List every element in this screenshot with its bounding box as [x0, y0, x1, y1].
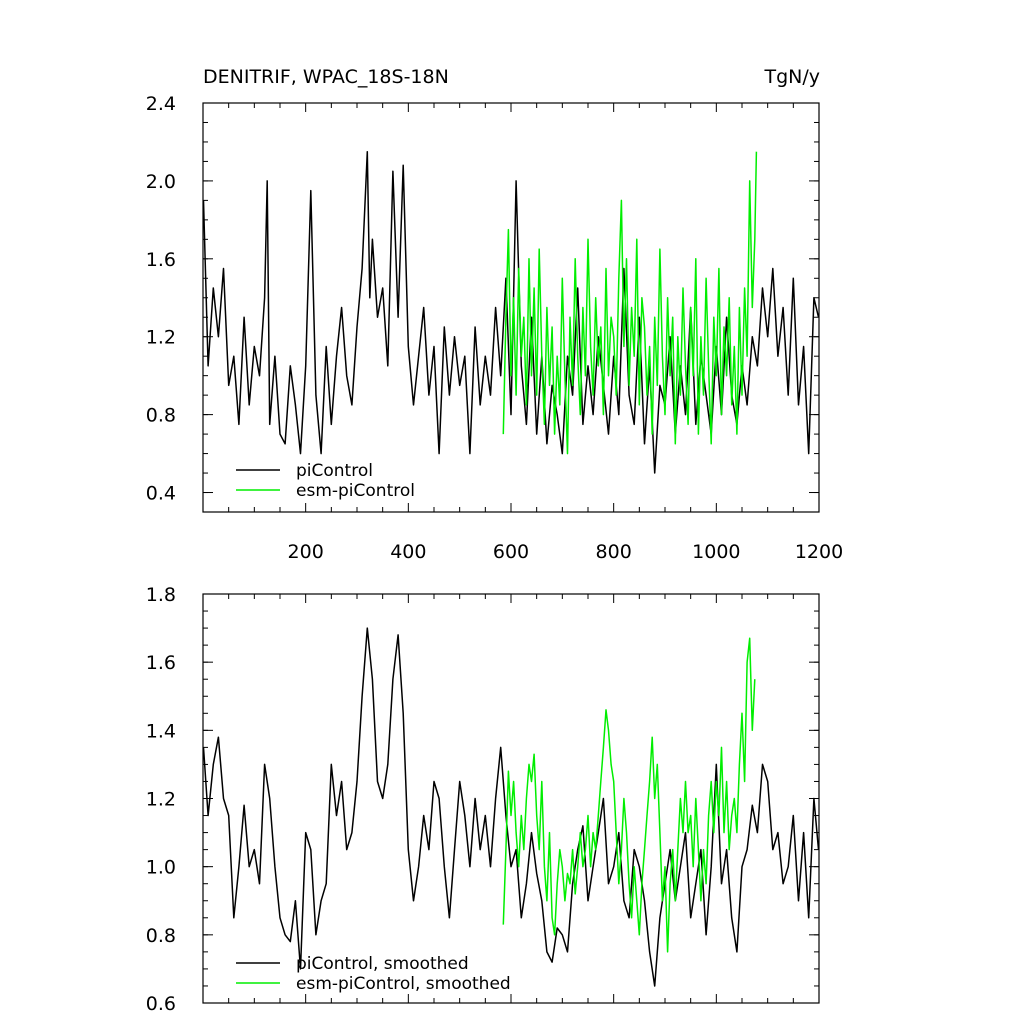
series-line-picontrol	[202, 150, 820, 474]
y-tick-label: 1.8	[146, 584, 176, 606]
top-panel-ticks: 200 400 600 800 1000 1200 0.4 0.8 1.2 1.6 2.0 2.4	[146, 93, 843, 563]
top-panel-lines	[202, 150, 820, 474]
y-tick-label: 1.0	[146, 857, 176, 879]
legend-label-picontrol: piControl	[296, 461, 373, 481]
y-tick-label: 1.2	[146, 789, 176, 811]
legend-label-esm-picontrol: esm-piControl	[296, 481, 415, 501]
top-panel-legend: piControl esm-piControl	[236, 461, 415, 501]
series-line-esm-picontrol	[502, 151, 758, 455]
legend-label-picontrol-smoothed: piControl, smoothed	[296, 954, 469, 974]
bottom-panel-legend: piControl, smoothed esm-piControl, smoot…	[236, 954, 511, 994]
x-tick-label: 1200	[795, 541, 843, 563]
x-tick-label: 1000	[692, 541, 740, 563]
y-tick-label: 1.4	[146, 720, 176, 742]
bottom-panel: 0.6 0.8 1.0 1.2 1.4 1.6 1.8 piControl, smoothe…	[146, 584, 820, 1015]
series-line-picontrol-smoothed	[202, 627, 820, 987]
x-tick-label: 400	[390, 541, 426, 563]
y-tick-label: 2.4	[146, 93, 176, 115]
x-tick-label: 800	[596, 541, 632, 563]
bottom-panel-ticks: 0.6 0.8 1.0 1.2 1.4 1.6 1.8	[146, 584, 820, 1015]
y-tick-label: 0.4	[146, 483, 176, 505]
y-tick-label: 0.8	[146, 405, 176, 427]
series-line-esm-picontrol-smoothed	[502, 637, 756, 953]
bottom-panel-lines	[202, 627, 820, 987]
top-panel-frame	[202, 102, 820, 513]
y-tick-label: 2.0	[146, 171, 176, 193]
x-tick-label: 600	[493, 541, 529, 563]
y-tick-label: 0.6	[146, 993, 176, 1015]
top-chart-units: TgN/y	[763, 66, 820, 88]
y-tick-label: 1.6	[146, 652, 176, 674]
legend-label-esm-picontrol-smoothed: esm-piControl, smoothed	[296, 974, 511, 994]
y-tick-label: 1.6	[146, 249, 176, 271]
y-tick-label: 0.8	[146, 925, 176, 947]
x-tick-label: 200	[288, 541, 324, 563]
y-tick-label: 1.2	[146, 327, 176, 349]
bottom-panel-frame	[202, 593, 820, 1004]
top-panel: DENITRIF, WPAC_18S-18N TgN/y 200 400 600 80…	[146, 66, 843, 563]
top-chart-title: DENITRIF, WPAC_18S-18N	[203, 66, 449, 88]
